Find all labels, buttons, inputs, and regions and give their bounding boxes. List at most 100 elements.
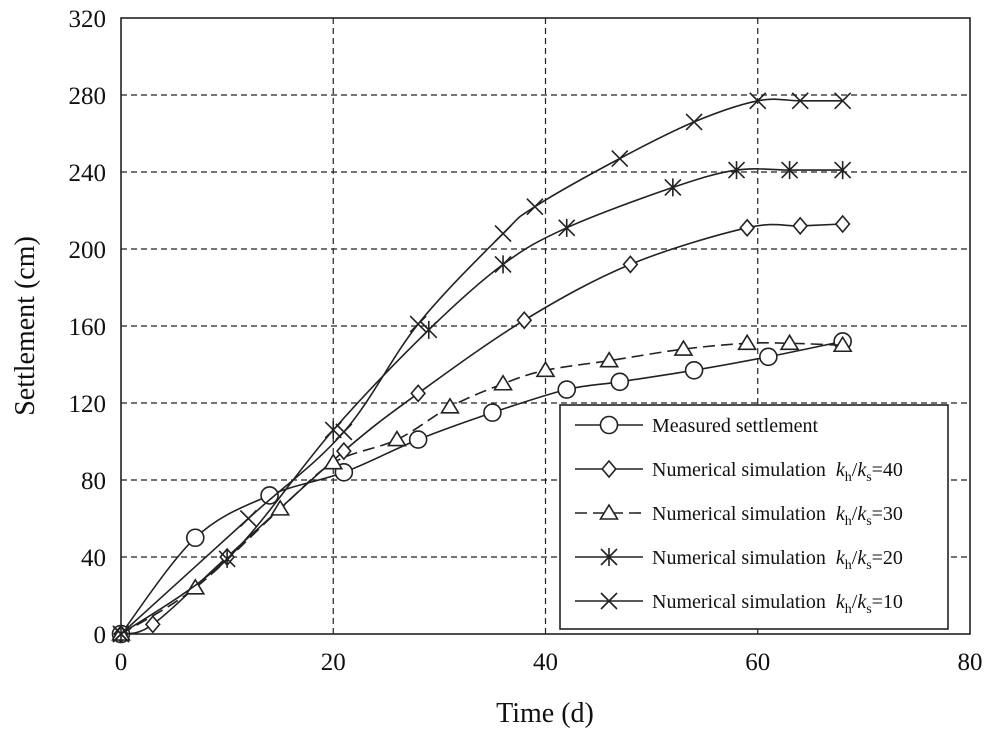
- data-point-ratio10: [494, 225, 512, 243]
- data-point-ratio30: [440, 397, 460, 414]
- legend-marker-ratio10: [600, 592, 618, 610]
- data-point-measured: [557, 380, 577, 399]
- data-point-ratio40: [336, 441, 352, 461]
- data-point-ratio10: [409, 315, 427, 333]
- data-point-ratio10: [685, 113, 703, 131]
- legend-ratio-part: k: [836, 547, 846, 569]
- legend-entry-ratio40: Numerical simulation kh/ks=40: [575, 459, 903, 485]
- legend-ratio-part: =10: [872, 591, 903, 613]
- series-ratio20: [112, 161, 852, 643]
- data-point-measured: [185, 528, 205, 548]
- tick-labels: 0 20 40 60 80 0 40 80 120 160 200 240 280 320: [69, 6, 983, 676]
- series-group: [111, 92, 853, 644]
- data-point-ratio30: [387, 430, 407, 447]
- legend-ratio-part: h: [845, 558, 852, 573]
- legend-name: Numerical simulation: [652, 547, 826, 569]
- data-point-measured: [408, 430, 428, 449]
- y-tick-label: 120: [69, 391, 107, 418]
- legend-ratio-part: s: [866, 470, 871, 485]
- y-tick-label: 240: [69, 160, 107, 187]
- legend-ratio-part: /: [852, 591, 858, 613]
- data-point-ratio20: [664, 178, 682, 197]
- data-point-ratio20: [218, 549, 236, 568]
- legend-ratio-part: k: [857, 547, 867, 569]
- legend-marker-measured: [599, 415, 619, 435]
- legend-ratio-part: s: [866, 602, 871, 617]
- legend-name: Numerical simulation: [652, 503, 826, 525]
- y-tick-label: 320: [69, 6, 107, 33]
- y-tick-label: 40: [81, 545, 106, 572]
- x-axis-title: Time (d): [496, 698, 594, 729]
- data-point-ratio10: [112, 625, 130, 643]
- legend-marker-ratio30: [599, 503, 619, 520]
- legend-ratio-part: =20: [872, 547, 903, 569]
- legend-ratio-part: k: [836, 459, 846, 481]
- y-tick-label: 160: [69, 314, 107, 341]
- legend-ratio-part: k: [836, 503, 846, 525]
- data-point-ratio40: [410, 384, 426, 403]
- data-point-ratio10: [526, 198, 544, 216]
- data-point-ratio20: [494, 255, 512, 274]
- legend-entry-ratio30: Numerical simulation kh/ks=30: [575, 503, 903, 529]
- y-tick-label: 0: [94, 622, 107, 649]
- legend-name: Numerical simulation: [652, 591, 826, 613]
- data-point-ratio30: [737, 333, 758, 351]
- series-ratio10: [112, 92, 852, 643]
- legend-ratio-part: =30: [872, 503, 903, 525]
- data-point-measured: [483, 403, 502, 422]
- data-point-ratio10: [239, 509, 257, 528]
- data-point-ratio10: [834, 92, 852, 110]
- data-point-ratio20: [834, 161, 852, 180]
- legend-box: [559, 404, 949, 630]
- legend-ratio-part: k: [857, 591, 867, 613]
- legend-label-ratio30: Numerical simulation kh/ks=30: [652, 503, 903, 529]
- legend-ratio-part: k: [857, 503, 867, 525]
- legend-label-measured: Measured settlement: [652, 415, 818, 437]
- data-point-ratio40: [516, 310, 533, 330]
- data-point-ratio30: [673, 339, 694, 356]
- data-point-ratio30: [535, 360, 556, 378]
- data-point-ratio10: [791, 92, 809, 110]
- data-point-ratio10: [611, 149, 629, 168]
- legend-entries: Measured settlement Numerical simulation k…: [575, 415, 903, 617]
- legend-ratio-part: /: [852, 547, 858, 569]
- x-tick-label: 80: [958, 649, 983, 676]
- data-point-ratio10: [749, 92, 767, 110]
- data-point-ratio20: [781, 161, 799, 180]
- legend-ratio-part: h: [845, 602, 852, 617]
- legend-marker-ratio20: [600, 548, 618, 566]
- legend-ratio-part: h: [845, 470, 852, 485]
- legend-ratio-part: /: [852, 459, 858, 481]
- legend-label-ratio40: Numerical simulation kh/ks=40: [652, 459, 903, 485]
- legend-ratio-part: s: [866, 514, 871, 529]
- data-point-ratio30: [270, 499, 291, 516]
- legend-ratio-part: s: [866, 558, 871, 573]
- x-tick-label: 20: [321, 649, 346, 676]
- data-point-ratio30: [493, 374, 513, 391]
- data-point-ratio40: [739, 218, 755, 238]
- y-axis-title: Settlement (cm): [10, 236, 41, 416]
- data-point-ratio30: [779, 333, 800, 351]
- data-point-measured: [610, 372, 630, 392]
- data-point-measured: [260, 486, 279, 505]
- y-tick-label: 280: [69, 83, 107, 110]
- data-point-ratio20: [420, 320, 438, 339]
- data-point-ratio30: [323, 453, 344, 470]
- legend-marker-ratio40: [601, 459, 617, 479]
- x-tick-label: 40: [533, 649, 558, 676]
- data-point-ratio40: [622, 255, 639, 274]
- legend-ratio-part: k: [836, 591, 846, 613]
- series-line-measured: [120, 340, 843, 635]
- data-point-ratio40: [834, 214, 851, 234]
- legend-ratio-part: /: [852, 503, 858, 525]
- data-point-measured: [759, 347, 778, 367]
- y-tick-label: 80: [81, 468, 106, 495]
- legend: Measured settlement Numerical simulation k…: [559, 404, 949, 630]
- legend-ratio-part: =40: [872, 459, 903, 481]
- data-point-ratio40: [792, 216, 809, 236]
- y-tick-label: 200: [69, 237, 107, 264]
- series-ratio30: [111, 333, 853, 641]
- x-tick-label: 60: [745, 649, 770, 676]
- legend-label-ratio10: Numerical simulation kh/ks=10: [652, 591, 903, 617]
